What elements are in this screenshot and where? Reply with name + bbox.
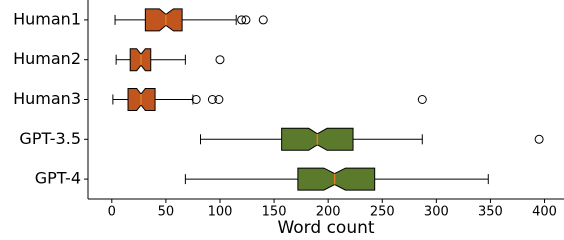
x-axis-label: Word count bbox=[277, 218, 374, 238]
outlier bbox=[237, 15, 247, 25]
y-tick-label: Human3 bbox=[13, 89, 81, 108]
y-tick-label: Human1 bbox=[13, 9, 81, 28]
outlier bbox=[214, 95, 224, 104]
box bbox=[144, 8, 183, 32]
outlier bbox=[258, 15, 268, 25]
x-tick-label: 50 bbox=[158, 205, 175, 220]
y-tick-label: GPT-3.5 bbox=[19, 129, 81, 148]
outlier bbox=[207, 95, 217, 104]
x-tick-label: 100 bbox=[208, 205, 233, 220]
x-tick-label: 400 bbox=[532, 205, 557, 220]
x-tick-label: 250 bbox=[370, 205, 395, 220]
x-tick-label: 150 bbox=[262, 205, 287, 220]
x-tick-label: 200 bbox=[316, 205, 341, 220]
x-tick-label: 0 bbox=[108, 205, 116, 220]
x-tick-label: 300 bbox=[424, 205, 449, 220]
outlier bbox=[215, 55, 225, 65]
x-tick-label: 350 bbox=[478, 205, 503, 220]
outlier bbox=[191, 95, 201, 104]
outlier bbox=[417, 95, 427, 104]
y-tick-label: GPT-4 bbox=[35, 169, 81, 188]
y-tick-label: Human2 bbox=[13, 49, 81, 68]
outlier bbox=[534, 134, 544, 144]
outlier bbox=[241, 15, 251, 25]
box bbox=[297, 167, 376, 191]
